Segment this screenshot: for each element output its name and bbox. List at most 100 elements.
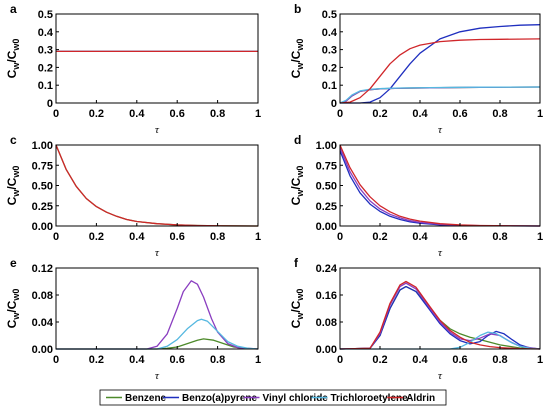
plot-frame <box>339 267 541 350</box>
x-tick-label: 0.4 <box>129 354 145 366</box>
y-axis-label: Cw/Cw0 <box>5 39 21 79</box>
x-tick-label: 0.4 <box>129 108 145 120</box>
y-tick-label: 0.24 <box>316 263 338 275</box>
y-tick-label: 0.08 <box>32 290 53 302</box>
x-tick-label: 0.6 <box>170 108 185 120</box>
y-tick-label: 0.75 <box>316 160 337 172</box>
y-tick-label: 0.12 <box>32 263 53 275</box>
x-tick-label: 1 <box>255 354 261 366</box>
legend-item: Benzo(a)pyrene <box>163 393 257 404</box>
x-tick-label: 0.6 <box>452 231 467 243</box>
legend-box <box>99 389 447 406</box>
x-tick-label: 1 <box>537 354 543 366</box>
x-tick-label: 0.8 <box>210 354 225 366</box>
legend-item: Vinyl chloride <box>243 393 328 404</box>
series-line-vinyl-chloride <box>339 282 541 350</box>
x-axis-label: τ <box>438 370 443 382</box>
x-axis-label: τ <box>438 124 443 136</box>
y-axis-label: Cw/Cw0 <box>289 289 305 329</box>
panel-a: a 0 0.2 0.4 0.6 0.8 1 0 0.1 0.2 0.3 0.4 0.5 τ Cw/Cw0 <box>5 2 261 136</box>
x-tick-label: 1 <box>255 231 261 243</box>
x-tick-label: 1 <box>255 108 261 120</box>
panel-letter: b <box>294 2 301 16</box>
series-line-aldrin <box>339 280 541 350</box>
plot-frame <box>339 13 541 104</box>
y-tick-label: 0.04 <box>32 317 54 329</box>
y-tick-label: 0.08 <box>316 317 337 329</box>
panel-c: c 0 0.2 0.4 0.6 0.8 1 0.00 0.25 0.50 0.75 1.00 τ Cw/C… <box>5 133 261 259</box>
legend-item: Benzene <box>106 393 167 404</box>
x-tick-label: 0.4 <box>412 231 428 243</box>
x-tick-label: 0.2 <box>89 231 104 243</box>
panel-letter: a <box>10 2 17 16</box>
x-axis-label: τ <box>438 247 443 259</box>
y-tick-label: 0.2 <box>38 62 53 74</box>
x-axis-label: τ <box>155 124 160 136</box>
series-line-trichloroetylene <box>339 86 541 104</box>
y-tick-label: 0.4 <box>38 27 54 39</box>
panel-letter: e <box>10 256 17 270</box>
x-tick-label: 0.8 <box>492 231 507 243</box>
series-line-benzo-a-pyrene <box>340 24 541 104</box>
x-tick-label: 0.6 <box>170 231 185 243</box>
x-tick-label: 0.4 <box>412 354 428 366</box>
series-line-benzo-a-pyrene <box>339 150 541 227</box>
x-tick-label: 0.2 <box>372 231 387 243</box>
y-tick-label: 0.2 <box>322 62 337 74</box>
series-line-aldrin <box>55 144 259 227</box>
series-line-vinyl-chloride <box>56 280 259 350</box>
x-tick-label: 0.2 <box>372 354 387 366</box>
x-tick-label: 1 <box>537 231 543 243</box>
y-tick-label: 0.3 <box>322 45 337 57</box>
x-tick-label: 0.8 <box>210 108 225 120</box>
x-axis-label: τ <box>155 247 160 259</box>
panel-d: d 0 0.2 0.4 0.6 0.8 1 0.00 0.25 0.50 0.75 1.00 τ Cw/C… <box>289 133 543 259</box>
y-axis-label: Cw/Cw0 <box>5 166 21 206</box>
legend-label: Benzene <box>125 393 167 404</box>
y-tick-label: 0.25 <box>316 201 337 213</box>
y-tick-label: 0.1 <box>38 80 53 92</box>
y-tick-label: 0.1 <box>322 80 337 92</box>
panel-letter: f <box>294 256 299 270</box>
legend-label: Aldrin <box>406 393 435 404</box>
series-line-aldrin <box>339 144 541 227</box>
legend-item: Aldrin <box>387 393 435 404</box>
x-tick-label: 0.2 <box>89 354 104 366</box>
series-line-trichloroetylene <box>340 331 541 350</box>
y-tick-label: 0.5 <box>322 9 337 21</box>
panel-f: f 0 0.2 0.4 0.6 0.8 1 0.00 0.08 0.16 0.24 τ Cw/Cw0 <box>289 256 543 382</box>
y-tick-label: 0.4 <box>322 27 338 39</box>
x-tick-label: 0.6 <box>452 108 467 120</box>
y-tick-label: 0.3 <box>38 45 53 57</box>
plot-frame <box>55 144 259 227</box>
x-tick-label: 0.2 <box>372 108 387 120</box>
x-tick-label: 0.8 <box>492 108 507 120</box>
y-tick-label: 0.75 <box>32 160 53 172</box>
x-tick-label: 0.8 <box>210 231 225 243</box>
panel-b: b 0 0.2 0.4 0.6 0.8 1 0 0.1 0.2 0.3 0.4 0.5 τ Cw/Cw0 <box>289 2 543 136</box>
y-tick-label: 0.5 <box>38 9 53 21</box>
y-tick-label: 0.50 <box>32 181 53 193</box>
x-tick-label: 0.4 <box>129 231 145 243</box>
y-tick-label: 0.00 <box>316 221 337 233</box>
panel-letter: d <box>294 133 301 147</box>
y-tick-label: 1.00 <box>32 140 53 152</box>
plot-frame <box>55 267 259 350</box>
panel-e: e 0 0.2 0.4 0.6 0.8 1 0.00 0.04 0.08 0.12 τ Cw/Cw0 <box>5 256 261 382</box>
plot-frame <box>55 13 259 104</box>
x-tick-label: 0 <box>337 108 343 120</box>
series-line-benzo-a-pyrene <box>339 285 541 350</box>
y-tick-label: 0.50 <box>316 181 337 193</box>
y-tick-label: 0.00 <box>316 344 337 356</box>
x-tick-label: 0 <box>337 231 343 243</box>
legend-label: Benzo(a)pyrene <box>182 393 257 404</box>
legend-label: Vinyl chloride <box>262 393 328 404</box>
series-line-benzene <box>55 144 259 227</box>
series-line-aldrin <box>339 38 541 104</box>
x-tick-label: 0 <box>53 231 59 243</box>
x-tick-label: 0.4 <box>412 108 428 120</box>
x-tick-label: 0 <box>53 354 59 366</box>
x-tick-label: 0.6 <box>170 354 185 366</box>
plot-frame <box>339 144 541 227</box>
